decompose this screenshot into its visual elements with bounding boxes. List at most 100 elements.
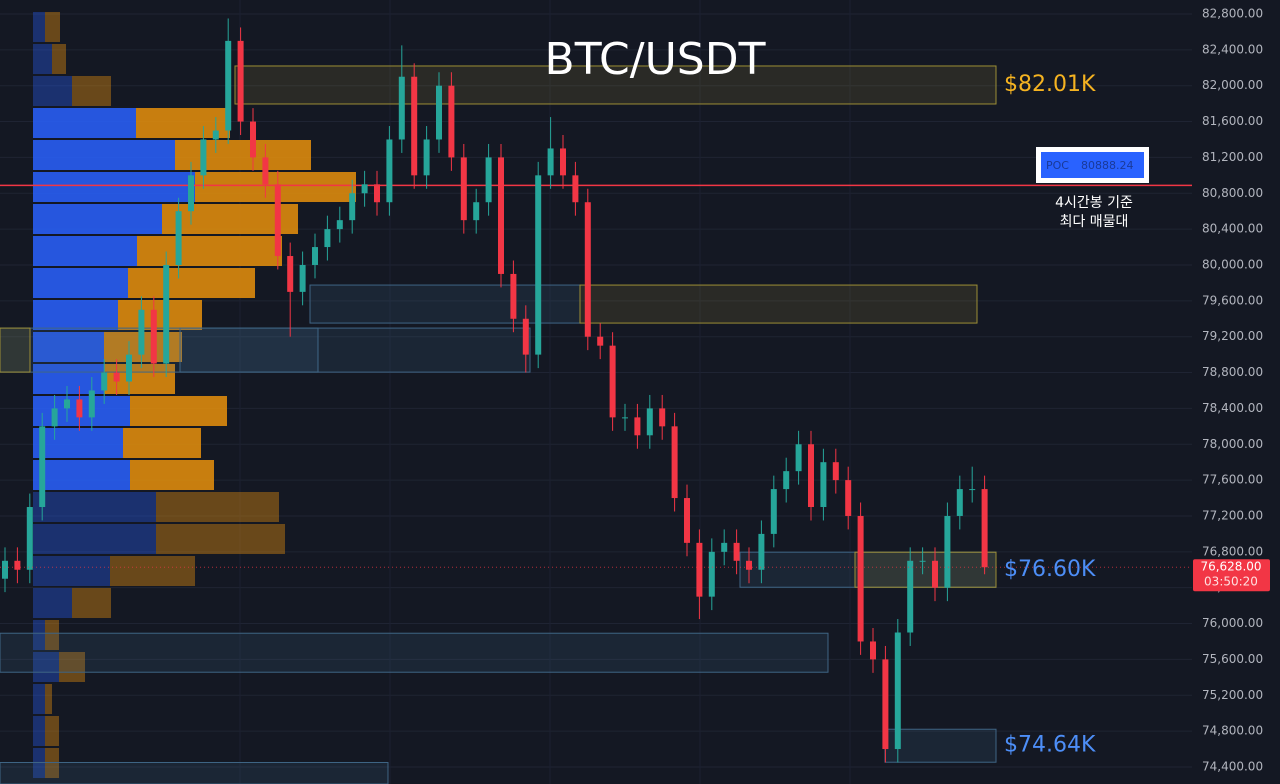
candle-body: [423, 139, 430, 176]
profile-buy: [33, 236, 137, 266]
candle-body: [212, 130, 219, 140]
candle-body: [51, 408, 58, 427]
candle-body: [696, 542, 703, 597]
candle-body: [535, 175, 542, 355]
y-tick-label: 75,600.00: [1202, 652, 1263, 666]
profile-buy: [33, 492, 156, 522]
candle-body: [882, 659, 889, 750]
candle-body: [907, 560, 914, 633]
profile-sell: [175, 140, 311, 170]
price-label: $76.60K: [1004, 557, 1096, 582]
candle-body: [460, 157, 467, 221]
profile-buy: [33, 620, 45, 650]
poc-badge: [1041, 152, 1144, 178]
profile-sell: [52, 44, 66, 74]
profile-sell: [110, 556, 195, 586]
candle-body: [225, 40, 232, 131]
poc-note: 4시간봉 기준: [1055, 195, 1133, 211]
y-tick-label: 81,200.00: [1202, 150, 1263, 164]
candle-body: [572, 175, 579, 203]
candle-body: [138, 309, 145, 355]
profile-sell: [137, 236, 282, 266]
profile-buy: [33, 588, 72, 618]
profile-buy: [33, 556, 110, 586]
poc-label: POC: [1046, 159, 1069, 172]
candle-body: [944, 515, 951, 588]
price-label: $82.01K: [1004, 72, 1096, 97]
candle-body: [857, 515, 864, 642]
y-tick-label: 80,400.00: [1202, 222, 1263, 236]
candle-body: [262, 157, 269, 185]
zone: [884, 728, 997, 763]
candle-body: [175, 211, 182, 265]
candle-body: [969, 489, 976, 491]
candle-body: [684, 498, 690, 543]
countdown: 03:50:20: [1204, 575, 1258, 589]
candle-body: [237, 40, 244, 122]
profile-sell: [45, 716, 59, 746]
candle-body: [597, 336, 604, 346]
candle-body: [808, 444, 814, 508]
candle-body: [510, 273, 517, 319]
profile-sell: [72, 588, 111, 618]
y-tick-label: 76,800.00: [1202, 544, 1263, 558]
candle-body: [163, 264, 170, 364]
candle-body: [560, 148, 566, 176]
candle-body: [188, 175, 194, 212]
chart-title: BTC/USDT: [545, 34, 766, 85]
profile-buy: [33, 460, 130, 490]
y-tick-label: 82,400.00: [1202, 42, 1263, 56]
profile-buy: [33, 652, 59, 682]
profile-sell: [59, 652, 85, 682]
zone: [0, 327, 319, 373]
profile-sell: [123, 428, 201, 458]
candle-body: [274, 184, 281, 257]
candle-body: [26, 507, 33, 570]
poc-value: 80888.24: [1081, 159, 1134, 172]
candle-body: [126, 354, 132, 382]
zone: [309, 284, 581, 324]
profile-sell: [130, 396, 227, 426]
candle-body: [374, 184, 380, 203]
profile-buy: [33, 204, 162, 234]
candle-body: [770, 489, 777, 534]
zone: [0, 632, 829, 673]
candle-body: [39, 426, 46, 508]
candle-body: [783, 471, 790, 490]
candle-body: [622, 417, 628, 419]
candle-body: [448, 85, 455, 158]
y-tick-label: 78,000.00: [1202, 437, 1263, 451]
profile-buy: [33, 268, 128, 298]
y-tick-label: 82,800.00: [1202, 6, 1263, 20]
candle-body: [795, 444, 802, 472]
profile-sell: [130, 460, 214, 490]
candle-body: [845, 480, 852, 516]
y-tick-label: 82,000.00: [1202, 78, 1263, 92]
y-tick-label: 81,600.00: [1202, 114, 1263, 128]
profile-sell: [45, 620, 59, 650]
zone: [739, 551, 997, 588]
profile-sell: [118, 300, 202, 330]
y-tick-label: 80,800.00: [1202, 186, 1263, 200]
candle-body: [721, 542, 728, 552]
candle-body: [64, 399, 70, 409]
candle-body: [981, 489, 988, 568]
candle-body: [361, 184, 368, 194]
candle-body: [547, 148, 554, 176]
candle-body: [76, 399, 83, 418]
y-tick-label: 76,000.00: [1202, 616, 1263, 630]
y-tick-label: 79,200.00: [1202, 329, 1263, 343]
profile-sell: [72, 76, 111, 106]
candle-body: [671, 426, 678, 499]
candle-body: [250, 121, 256, 158]
candle-body: [498, 157, 504, 274]
profile-buy: [33, 716, 45, 746]
zone: [179, 327, 531, 373]
candle-body: [522, 318, 529, 355]
y-tick-label: 80,000.00: [1202, 257, 1263, 271]
candle-body: [746, 560, 752, 570]
zone: [0, 327, 31, 373]
candle-body: [287, 256, 294, 292]
candle-body: [646, 408, 653, 436]
candle-body: [398, 76, 405, 140]
